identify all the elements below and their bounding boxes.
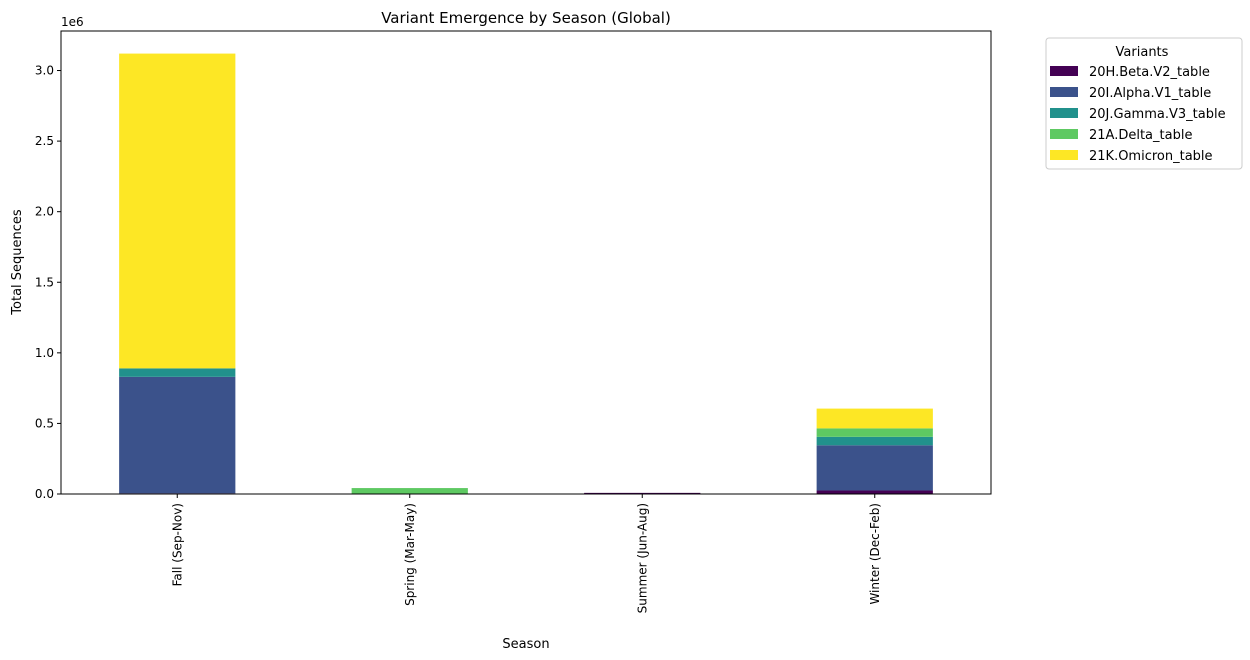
legend-swatch [1050, 150, 1078, 160]
legend-box [1045, 37, 1243, 170]
y-tick-label: 0.0 [35, 487, 54, 501]
bar-segment [816, 436, 933, 446]
bar-segment [816, 490, 933, 494]
legend-swatch [1050, 66, 1078, 76]
bar-segment [816, 408, 933, 429]
bar-segment [119, 368, 236, 377]
x-axis: Fall (Sep-Nov) Spring (Mar-May) Summer (Ju… [170, 494, 882, 613]
plot-frame [60, 30, 992, 495]
legend-swatch [1050, 87, 1078, 97]
legend-title: Variants [1116, 45, 1169, 60]
x-tick-label: Summer (Jun-Aug) [635, 503, 649, 613]
legend-label: 21K.Omicron_table [1089, 149, 1213, 164]
legend-label: 20H.Beta.V2_table [1089, 65, 1210, 80]
bar-segment [816, 428, 933, 437]
legend: Variants 20H.Beta.V2_table 20I.Alpha.V1_t… [1045, 37, 1243, 170]
bars [119, 53, 933, 495]
y-tick-label: 0.5 [35, 416, 54, 430]
y-axis-label: Total Sequences [10, 209, 25, 316]
bar-segment [816, 445, 933, 491]
legend-swatch [1050, 108, 1078, 118]
y-offset-label: 1e6 [61, 15, 84, 29]
x-tick-label: Spring (Mar-May) [403, 503, 417, 606]
bar-segment [119, 53, 236, 369]
bar-segment [584, 492, 701, 494]
y-tick-label: 3.0 [35, 64, 54, 78]
x-tick-label: Winter (Dec-Feb) [868, 503, 882, 605]
legend-label: 20I.Alpha.V1_table [1089, 86, 1211, 101]
legend-label: 21A.Delta_table [1089, 128, 1192, 143]
y-axis: 0.0 0.5 1.0 1.5 2.0 2.5 3.0 [35, 64, 61, 501]
legend-items: 20H.Beta.V2_table 20I.Alpha.V1_table 20J.G… [1050, 65, 1226, 164]
bar-segment [351, 488, 468, 494]
y-tick-label: 2.0 [35, 205, 54, 219]
bar-segment [119, 376, 236, 494]
x-axis-label: Season [502, 637, 549, 652]
y-tick-label: 2.5 [35, 134, 54, 148]
y-tick-label: 1.5 [35, 275, 54, 289]
x-tick-label: Fall (Sep-Nov) [170, 503, 184, 586]
y-tick-label: 1.0 [35, 346, 54, 360]
legend-swatch [1050, 129, 1078, 139]
legend-label: 20J.Gamma.V3_table [1089, 107, 1226, 122]
chart-title: Variant Emergence by Season (Global) [381, 9, 671, 27]
